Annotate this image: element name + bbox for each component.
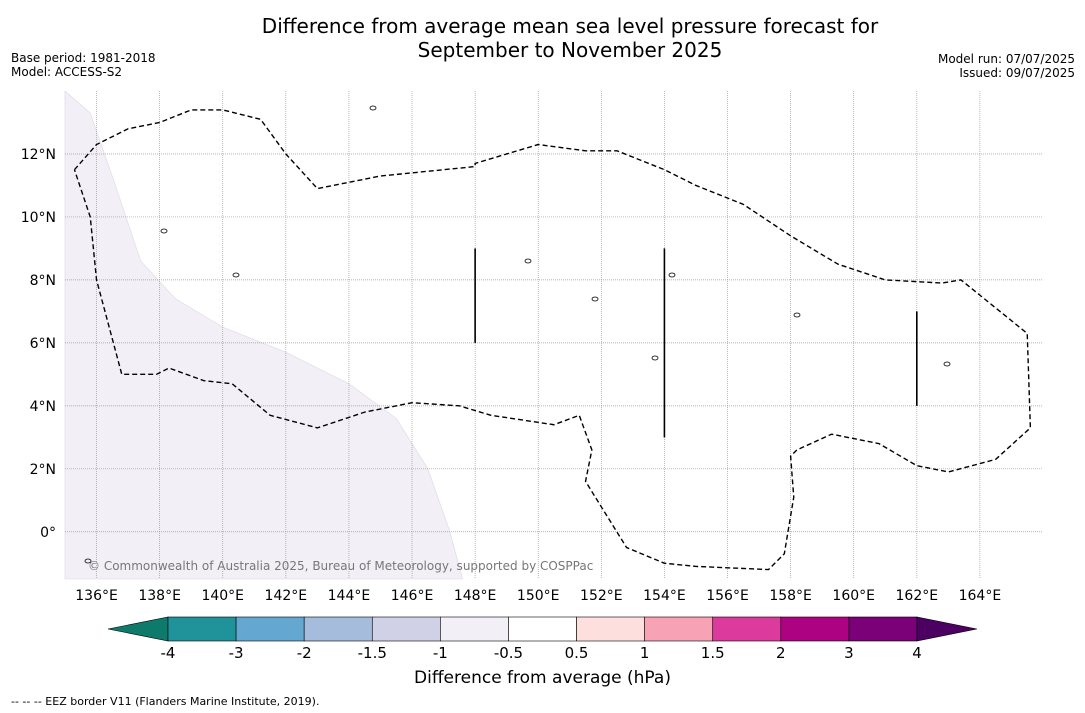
colorbar-tick-label: -0.5	[494, 644, 523, 662]
lon-tick-label: 146°E	[391, 588, 434, 604]
copyright-text: © Commonwealth of Australia 2025, Bureau…	[88, 559, 593, 573]
lat-tick-label: 2°N	[30, 462, 56, 478]
colorbar-bin	[508, 616, 577, 642]
colorbar-high-extension	[916, 616, 978, 642]
island	[369, 105, 377, 111]
lon-tick-label: 140°E	[201, 588, 244, 604]
colorbar: -4 -3 -2 -1.5 -1 -0.5 0.5 1 1.5 2 3 4	[107, 616, 978, 662]
colorbar-bin	[440, 616, 509, 642]
lon-tick-label: 160°E	[832, 588, 875, 604]
island	[793, 312, 801, 318]
map-area: 136°E 138°E 140°E 142°E 144°E 146°E 148°E 150°E…	[21, 90, 1043, 604]
run-info: Model run: 07/07/2025 Issued: 09/07/2025	[938, 52, 1075, 80]
colorbar-bin	[644, 616, 714, 642]
eez-border	[73, 109, 1032, 571]
colorbar-tick-label: -2	[297, 644, 312, 662]
lat-tick-label: 6°N	[30, 336, 56, 352]
lon-tick-label: 144°E	[328, 588, 371, 604]
island	[524, 258, 532, 264]
colorbar-bin	[371, 616, 441, 642]
island	[668, 272, 676, 278]
colorbar-low-extension	[107, 616, 169, 642]
colorbar-tick-label: 1.5	[701, 644, 725, 662]
colorbar-tick-label: 2	[776, 644, 786, 662]
lon-tick-label: 142°E	[265, 588, 308, 604]
eez-footnote: -- -- -- EEZ border V11 (Flanders Marine…	[11, 695, 320, 708]
lat-tick-label: 4°N	[30, 399, 56, 415]
island	[84, 558, 92, 564]
colorbar-tick-label: -1.5	[358, 644, 387, 662]
base-period: Base period: 1981-2018	[11, 51, 156, 65]
lon-tick-label: 154°E	[643, 588, 686, 604]
colorbar-tick-label: -1	[433, 644, 448, 662]
island	[160, 228, 168, 234]
colorbar-bin	[780, 616, 850, 642]
colorbar-bin	[303, 616, 373, 642]
colorbar-tick-label: -4	[161, 644, 176, 662]
lat-tick-label: 8°N	[30, 273, 56, 289]
colorbar-bin	[235, 616, 305, 642]
title-line-1: Difference from average mean sea level p…	[261, 14, 879, 38]
chart-title: Difference from average mean sea level p…	[0, 14, 1085, 62]
lon-tick-label: 162°E	[896, 588, 939, 604]
colorbar-bin	[712, 616, 782, 642]
model-run: Model run: 07/07/2025	[937, 52, 1075, 66]
lon-tick-label: 138°E	[138, 588, 181, 604]
model-name: Model: ACCESS-S2	[11, 65, 123, 79]
lon-tick-label: 158°E	[769, 588, 812, 604]
island	[232, 272, 240, 278]
lon-tick-label: 136°E	[75, 588, 118, 604]
island	[943, 361, 951, 367]
lon-tick-label: 150°E	[517, 588, 560, 604]
colorbar-bin	[848, 616, 918, 642]
model-info: Base period: 1981-2018 Model: ACCESS-S2	[11, 51, 156, 79]
island	[591, 296, 599, 302]
issued-date: Issued: 09/07/2025	[959, 66, 1075, 80]
colorbar-tick-label: 4	[912, 644, 922, 662]
lon-tick-label: 148°E	[454, 588, 497, 604]
colorbar-bin	[167, 616, 237, 642]
colorbar-tick-label: 1	[640, 644, 650, 662]
colorbar-bin	[576, 616, 645, 642]
lon-tick-label: 156°E	[706, 588, 749, 604]
colorbar-title: Difference from average (hPa)	[414, 668, 671, 688]
colorbar-tick-label: -3	[229, 644, 244, 662]
lon-tick-label: 164°E	[959, 588, 1002, 604]
island	[651, 355, 659, 361]
lat-tick-label: 12°N	[21, 147, 56, 163]
colorbar-tick-label: 0.5	[565, 644, 589, 662]
shaded-anomaly-region	[64, 90, 463, 580]
lon-tick-label: 152°E	[580, 588, 623, 604]
colorbar-tick-label: 3	[844, 644, 854, 662]
title-line-2: September to November 2025	[417, 38, 723, 62]
lat-tick-label: 10°N	[21, 210, 56, 226]
lat-tick-label: 0°	[40, 525, 56, 541]
